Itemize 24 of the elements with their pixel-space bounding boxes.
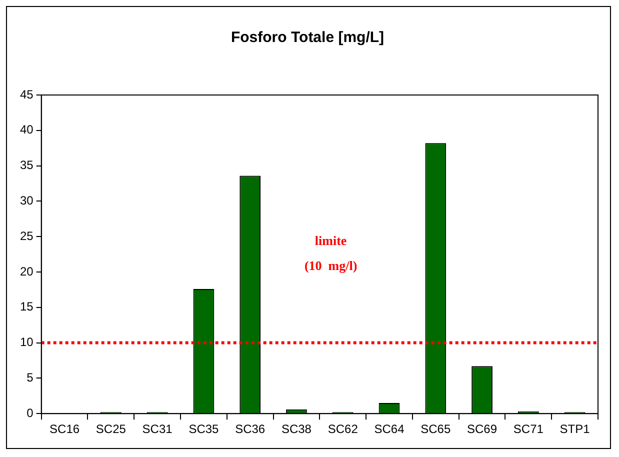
ref-line-label: limite (10 mg/l) bbox=[304, 233, 358, 274]
chart-title: Fosforo Totale [mg/L] bbox=[230, 29, 384, 46]
x-tick-label: SC36 bbox=[235, 422, 266, 436]
y-tick-label: 40 bbox=[20, 122, 34, 137]
x-tick-label: SC62 bbox=[328, 422, 358, 436]
x-tick-label: SC69 bbox=[467, 422, 498, 436]
x-tick-label: SC31 bbox=[142, 422, 173, 436]
x-tick-label: SC35 bbox=[188, 422, 220, 436]
y-tick-label: 35 bbox=[20, 158, 34, 172]
y-tick-label: 20 bbox=[20, 264, 34, 278]
y-tick-label: 10 bbox=[20, 335, 34, 350]
x-tick-label: SC16 bbox=[50, 422, 80, 436]
x-tick-label: STP1 bbox=[560, 422, 590, 436]
y-tick-label: 15 bbox=[20, 300, 34, 314]
x-tick-label: SC71 bbox=[513, 422, 544, 436]
x-tick-label: SC25 bbox=[96, 422, 126, 436]
y-tick-label: 45 bbox=[20, 87, 34, 102]
y-tick-label: 0 bbox=[26, 406, 34, 420]
x-tick-label: SC38 bbox=[281, 422, 312, 436]
x-tick-label: SC64 bbox=[374, 422, 405, 436]
y-tick-label: 5 bbox=[26, 370, 34, 385]
y-tick-label: 30 bbox=[20, 194, 34, 208]
x-tick-label: SC65 bbox=[420, 422, 451, 436]
y-tick-label: 25 bbox=[20, 228, 34, 243]
